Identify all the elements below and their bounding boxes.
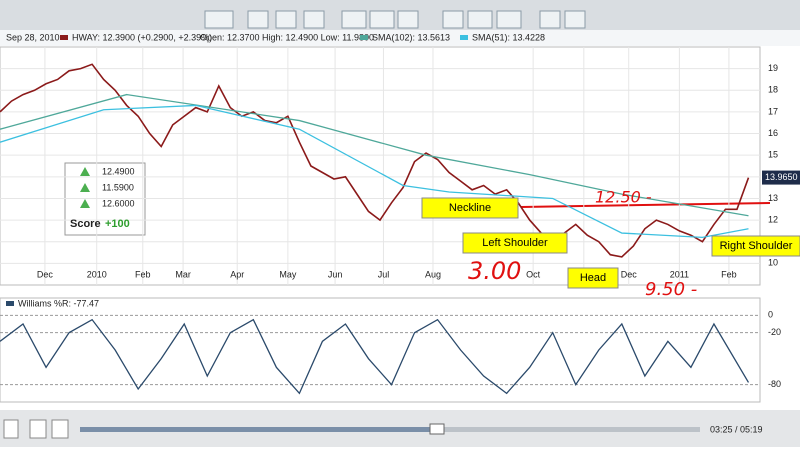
y-tick-label: 13 <box>768 193 778 203</box>
callout-label: Head <box>580 272 606 284</box>
button[interactable] <box>275 10 297 29</box>
x-tick-label: Dec <box>621 269 638 279</box>
legend-swatch <box>6 301 14 306</box>
progress-handle[interactable] <box>429 423 445 435</box>
stop-button[interactable] <box>51 419 69 439</box>
x-tick-label: May <box>279 269 297 279</box>
button[interactable] <box>369 10 395 29</box>
button[interactable] <box>496 10 522 29</box>
legend-label: Williams %R: -77.47 <box>18 298 99 308</box>
date: Sep 28, 2010 <box>6 32 60 42</box>
y-tick-label: 17 <box>768 106 778 116</box>
x-tick-label: Feb <box>721 269 737 279</box>
callout <box>711 235 800 257</box>
y-tick-label: -80 <box>768 379 781 389</box>
score-icon <box>80 167 90 176</box>
callout-label: Neckline <box>449 202 491 214</box>
legend-swatch <box>460 35 468 40</box>
info-bar <box>0 30 800 46</box>
x-tick-label: Dec <box>37 269 54 279</box>
score-icon <box>80 199 90 208</box>
x-tick-label: Apr <box>230 269 244 279</box>
y-tick-label: 15 <box>768 150 778 160</box>
callout <box>421 197 519 219</box>
x-tick-label: Jun <box>328 269 343 279</box>
button[interactable] <box>341 10 367 29</box>
score-value: +100 <box>105 218 130 230</box>
x-tick-label: Mar <box>175 269 191 279</box>
progress-fill <box>80 427 435 432</box>
handwritten-note: 3.00 <box>468 257 521 285</box>
legend-swatch <box>60 35 68 40</box>
score-value: 11.5900 <box>102 182 134 192</box>
handwritten-note: 9.50 - <box>645 279 697 300</box>
x-tick-label: Feb <box>135 269 151 279</box>
price-tag <box>762 170 800 185</box>
ohlc: Open: 12.3700 High: 12.4900 Low: 11.9800 <box>200 32 374 42</box>
y-tick-label: 12 <box>768 214 778 224</box>
pause-button[interactable] <box>29 419 47 439</box>
button[interactable] <box>539 10 561 29</box>
button[interactable] <box>397 10 419 29</box>
series-line <box>0 63 750 258</box>
play-button[interactable] <box>3 419 19 439</box>
y-tick-label: 0 <box>768 310 773 320</box>
score-value: 12.6000 <box>102 198 135 208</box>
legend-label: SMA(51): 13.4228 <box>472 32 545 42</box>
score-label: Score <box>70 218 101 230</box>
callout-label: Left Shoulder <box>482 237 548 249</box>
score-icon <box>80 183 90 192</box>
legend-swatch <box>360 35 368 40</box>
score-value: 12.4900 <box>102 166 135 176</box>
indicator-plot <box>0 297 761 403</box>
button[interactable] <box>564 10 586 29</box>
legend-label: HWAY: 12.3900 (+0.2900, +2.39%) <box>72 32 212 42</box>
x-tick-label: 2011 <box>670 269 689 279</box>
button[interactable] <box>442 10 464 29</box>
series-line <box>0 104 749 239</box>
button[interactable] <box>303 10 325 29</box>
y-tick-label: 19 <box>768 63 778 73</box>
price-tag-label: 13.9650 <box>765 172 798 182</box>
x-tick-label: Jul <box>378 269 390 279</box>
series-line <box>0 318 750 395</box>
time: 03:25 / 05:19 <box>710 424 763 434</box>
y-tick-label: 10 <box>768 258 778 268</box>
series-line <box>0 93 749 217</box>
callout <box>567 267 619 289</box>
x-tick-label: Oct <box>526 269 541 279</box>
toolbar-buttons <box>204 10 586 29</box>
legend-label: SMA(102): 13.5613 <box>372 32 450 42</box>
x-tick-label: Aug <box>425 269 441 279</box>
callout-label: Right Shoulder <box>720 240 793 252</box>
y-tick-label: 18 <box>768 85 778 95</box>
callout <box>462 232 568 254</box>
score-box <box>64 162 146 236</box>
y-tick-label: -20 <box>768 327 781 337</box>
button[interactable] <box>247 10 269 29</box>
y-tick-label: 16 <box>768 128 778 138</box>
x-tick-label: 2010 <box>87 269 107 279</box>
handwritten-note: 12.50 - <box>595 188 652 207</box>
button[interactable] <box>204 10 234 29</box>
button[interactable] <box>467 10 493 29</box>
